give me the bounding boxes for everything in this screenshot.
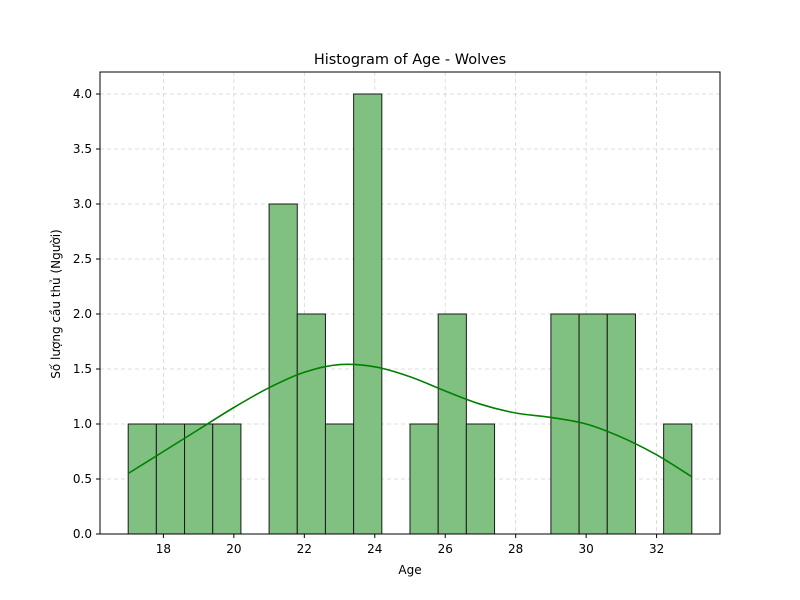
y-tick-label: 0.5 bbox=[73, 472, 92, 486]
histogram-bar bbox=[606, 313, 636, 535]
y-tick-label: 3.0 bbox=[73, 197, 92, 211]
y-tick-label: 1.0 bbox=[73, 417, 92, 431]
y-tick-label: 0.0 bbox=[73, 527, 92, 541]
histogram-bar bbox=[353, 93, 383, 535]
y-tick-label: 4.0 bbox=[73, 87, 92, 101]
histogram-bar bbox=[550, 313, 580, 535]
histogram-bar bbox=[268, 203, 298, 535]
x-tick-label: 18 bbox=[156, 542, 171, 556]
y-tick-label: 2.5 bbox=[73, 252, 92, 266]
kde-curve bbox=[127, 363, 693, 478]
kde-line bbox=[127, 363, 693, 478]
histogram-bar bbox=[409, 423, 439, 535]
x-tick-label: 30 bbox=[578, 542, 593, 556]
histogram-bar bbox=[465, 423, 496, 535]
x-tick-label: 20 bbox=[226, 542, 241, 556]
histogram-bar bbox=[184, 423, 214, 535]
chart-title: Histogram of Age - Wolves bbox=[314, 52, 506, 68]
histogram-bar bbox=[437, 313, 467, 535]
plot-frame bbox=[99, 71, 721, 535]
histogram-bar bbox=[127, 423, 157, 535]
x-axis-title: Age bbox=[398, 563, 421, 577]
y-tick-label: 1.5 bbox=[73, 362, 92, 376]
x-tick-label: 32 bbox=[649, 542, 664, 556]
histogram-bar bbox=[296, 313, 326, 535]
y-tick-label: 2.0 bbox=[73, 307, 92, 321]
axis-ticks: 18 20 22 24 26 28 30 32 0.0 0.5 1.0 1.5 2.0 2.5 3.0 3.5… bbox=[73, 87, 664, 556]
x-tick-label: 28 bbox=[508, 542, 523, 556]
histogram-bar bbox=[663, 423, 693, 535]
x-tick-label: 26 bbox=[438, 542, 453, 556]
x-tick-label: 24 bbox=[367, 542, 382, 556]
histogram-bar bbox=[324, 423, 355, 535]
y-axis-title: Số lượng cầu thủ (Người) bbox=[49, 229, 63, 378]
y-tick-label: 3.5 bbox=[73, 142, 92, 156]
x-tick-label: 22 bbox=[297, 542, 312, 556]
histogram-bar bbox=[212, 423, 242, 535]
